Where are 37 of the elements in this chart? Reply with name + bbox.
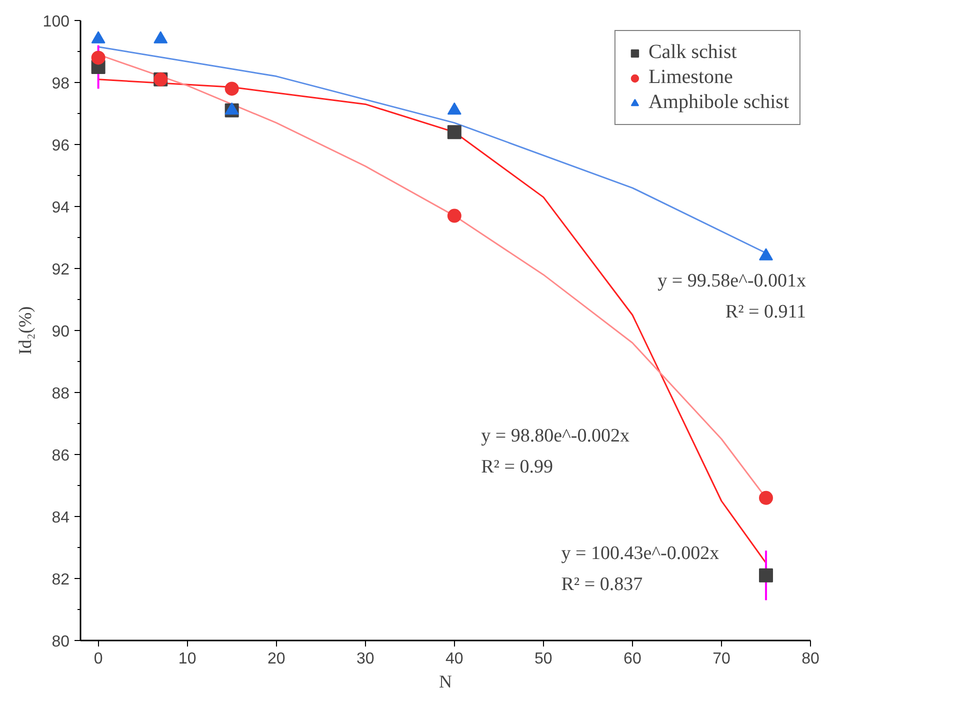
y-tick-label: 90 (52, 324, 70, 340)
y-tick-label: 92 (52, 262, 70, 278)
annotation: R² = 0.837 (561, 574, 643, 596)
y-tick-label: 96 (52, 138, 70, 154)
y-tick-label: 88 (52, 386, 70, 402)
x-tick-label: 0 (94, 650, 103, 668)
point (224, 82, 239, 96)
x-tick-label: 20 (267, 650, 286, 668)
y-tick-label: 86 (52, 448, 70, 464)
y-tick-label: 98 (52, 76, 70, 92)
point (91, 50, 106, 65)
annotation: R² = 0.911 (725, 301, 806, 322)
x-tick-label: 80 (802, 650, 820, 668)
x-tick-label: 70 (712, 650, 730, 668)
point (758, 568, 773, 582)
annotation: R² = 0.99 (481, 456, 553, 478)
annotation: y = 98.80e^-0.002x (481, 425, 630, 446)
annotation: y = 100.43e^-0.002x (561, 543, 720, 564)
y-tick-label: 100 (42, 14, 70, 30)
y-tick-label: 94 (52, 200, 70, 216)
y-tick-label: 80 (52, 634, 70, 650)
x-tick-label: 40 (446, 650, 464, 668)
legend-label: Calk schist (648, 41, 737, 64)
y-tick-label: 84 (52, 510, 70, 526)
legend-label: Limestone (648, 66, 733, 89)
x-tick-label: 10 (178, 650, 196, 668)
x-axis-title: N (439, 672, 452, 692)
x-tick-label: 60 (624, 650, 642, 668)
x-tick-label: 30 (356, 650, 374, 668)
point (447, 208, 462, 223)
y-axis-title: Id₂(%) (14, 306, 35, 355)
point (447, 125, 462, 140)
point (758, 490, 773, 505)
y-tick-label: 82 (52, 572, 70, 588)
legend-label: Amphibole schist (648, 91, 789, 114)
x-tick-label: 50 (534, 650, 552, 668)
annotation: y = 99.58e^-0.001x (658, 270, 807, 292)
